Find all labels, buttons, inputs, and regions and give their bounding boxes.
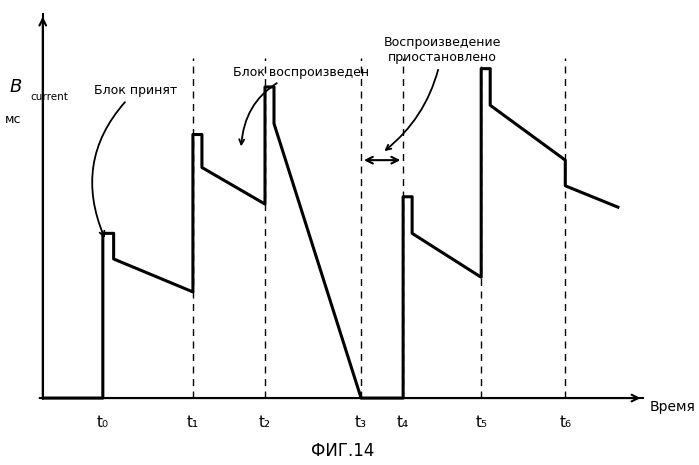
Text: ФИГ.14: ФИГ.14 — [311, 442, 375, 460]
Text: t₂: t₂ — [259, 414, 271, 430]
Text: t₃: t₃ — [355, 414, 367, 430]
Text: t₁: t₁ — [187, 414, 199, 430]
Text: Воспроизведение
приостановлено: Воспроизведение приостановлено — [384, 36, 501, 150]
Text: $B$: $B$ — [8, 78, 22, 96]
Text: current: current — [31, 93, 69, 102]
Text: t₆: t₆ — [559, 414, 571, 430]
Text: t₄: t₄ — [397, 414, 409, 430]
Text: Блок принят: Блок принят — [92, 84, 178, 236]
Text: Время: Время — [649, 400, 696, 414]
Text: Блок воспроизведен: Блок воспроизведен — [233, 66, 369, 145]
Text: t₅: t₅ — [475, 414, 487, 430]
Text: мс: мс — [6, 113, 22, 126]
Text: t₀: t₀ — [96, 414, 109, 430]
